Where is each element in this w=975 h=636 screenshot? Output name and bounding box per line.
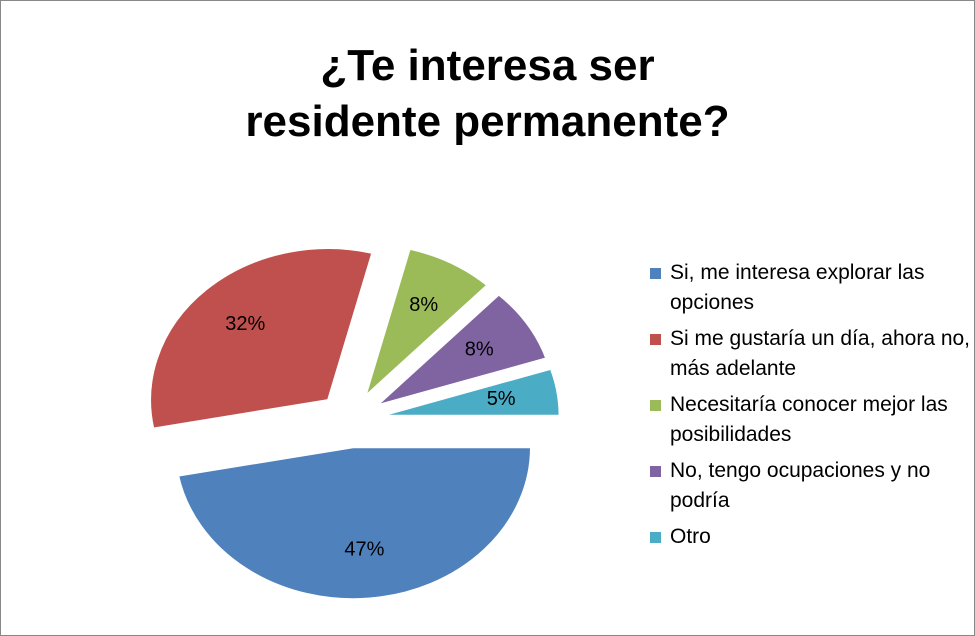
legend-label: Necesitaría conocer mejor las posibilida… (670, 393, 948, 446)
pie-slice (149, 247, 374, 430)
data-label: 47% (344, 538, 384, 560)
legend-item: Otro (650, 522, 972, 552)
pie-slice (381, 367, 561, 417)
legend-swatch (650, 400, 661, 411)
pie-slice (363, 247, 489, 400)
legend-swatch (650, 466, 661, 477)
legend-swatch (650, 268, 661, 279)
legend-item: Si, me interesa explorar las opciones (650, 258, 972, 318)
data-label: 8% (465, 338, 494, 360)
legend-item: Si me gustaría un día, ahora no, más ade… (650, 324, 972, 384)
legend-item: Necesitaría conocer mejor las posibilida… (650, 390, 972, 450)
pie-slice (176, 446, 533, 601)
legend-swatch (650, 532, 661, 543)
legend-label: Otro (670, 525, 711, 548)
legend: Si, me interesa explorar las opciones Si … (650, 258, 972, 558)
chart-title: ¿Te interesa ser residente permanente? (245, 41, 730, 146)
data-label: 8% (409, 294, 438, 316)
legend-label: Si me gustaría un día, ahora no, más ade… (670, 327, 971, 380)
legend-label: No, tengo ocupaciones y no podría (670, 459, 931, 512)
data-label: 32% (225, 313, 265, 335)
legend-item: No, tengo ocupaciones y no podría (650, 456, 972, 516)
legend-label: Si, me interesa explorar las opciones (670, 261, 925, 314)
data-label: 5% (487, 388, 516, 410)
legend-swatch (650, 334, 661, 345)
pie-slice (376, 293, 548, 407)
